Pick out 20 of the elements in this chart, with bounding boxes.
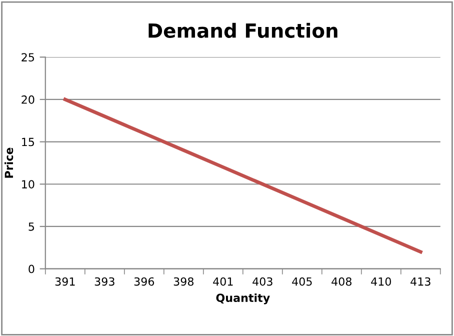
y-tick-label: 15	[22, 138, 34, 146]
chart-title: Demand Function	[148, 22, 338, 38]
x-tick-label: 405	[292, 277, 312, 286]
y-tick-label: 5	[28, 222, 34, 231]
x-tick-label: 403	[252, 277, 272, 286]
x-tick-label: 398	[174, 277, 194, 286]
x-tick-label: 401	[213, 277, 233, 286]
x-tick-label: 413	[410, 277, 430, 286]
y-axis-title: Price	[4, 148, 14, 178]
y-tick-label: 25	[22, 53, 34, 62]
x-tick-label: 410	[371, 277, 391, 286]
y-tick-label: 10	[22, 180, 34, 189]
y-tick-label: 20	[22, 95, 34, 104]
x-axis-title: Quantity	[216, 293, 270, 304]
x-tick-label: 408	[332, 277, 352, 286]
y-tick-label: 0	[28, 264, 34, 274]
x-tick-label: 396	[134, 277, 154, 286]
line-series	[63, 98, 422, 254]
x-tick-label: 393	[94, 277, 114, 286]
x-tick-label: 391	[55, 277, 75, 286]
